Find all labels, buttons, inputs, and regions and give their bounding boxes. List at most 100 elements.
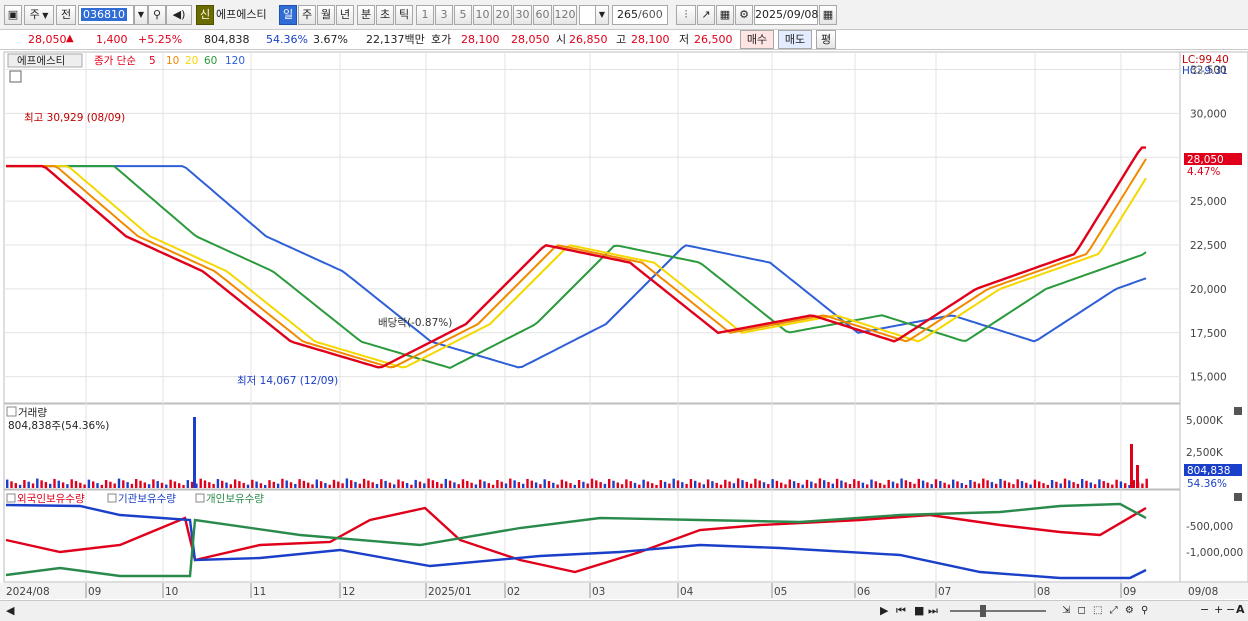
volume-bar <box>92 481 95 488</box>
volume-bar <box>436 482 439 488</box>
interval-3[interactable]: 3 <box>435 5 453 25</box>
volume-bar <box>1072 482 1075 488</box>
volume-bar <box>186 480 189 488</box>
window-menu-icon[interactable]: ▣ <box>4 5 22 25</box>
volume-bar <box>461 479 465 488</box>
individual-legend-icon <box>195 493 205 503</box>
volume-bar <box>225 482 228 488</box>
drawing-tools-icon[interactable]: ↗ <box>697 5 715 25</box>
volume-bar <box>1025 482 1028 488</box>
scroll-last-icon[interactable]: ⏭ <box>928 604 938 617</box>
buy-button[interactable]: 매수 <box>740 30 774 49</box>
period-tab-week[interactable]: 주 <box>298 5 316 25</box>
interval-20[interactable]: 20 <box>493 5 512 25</box>
price-change: 1,400 <box>96 33 128 46</box>
volume-panel-close-icon[interactable] <box>1234 407 1242 415</box>
volume-bar <box>719 484 723 488</box>
code-dropdown-button[interactable]: ▼ <box>134 5 148 25</box>
scroll-left-icon[interactable]: ◀ <box>6 604 15 617</box>
volume-bar <box>698 482 701 488</box>
volume-bar <box>264 485 267 488</box>
period-tab-day[interactable]: 일 <box>279 5 297 25</box>
price-lines <box>6 146 1147 369</box>
interval-120[interactable]: 120 <box>553 5 577 25</box>
chart-calc-icon[interactable] <box>9 70 22 83</box>
ma-legend-prefix: 종가 단순 <box>94 55 136 67</box>
volume-bar <box>1081 479 1084 488</box>
volume-panel-icon[interactable] <box>6 406 17 417</box>
holding-tick-500k: -500,000 <box>1186 521 1233 533</box>
zoom-reset-icon[interactable]: − <box>1226 603 1236 616</box>
volume-bar <box>780 482 783 488</box>
scroll-stop-icon[interactable]: ■ <box>914 604 925 617</box>
volume-bar <box>1038 481 1041 488</box>
volume-bar <box>1132 480 1135 488</box>
volume-bar <box>401 481 404 488</box>
volume-bar <box>289 482 293 488</box>
volume-bar <box>160 482 164 488</box>
volume-bar <box>741 480 744 488</box>
volume-bar <box>216 479 220 488</box>
volume-bar <box>788 479 791 488</box>
count-input[interactable]: 265/600 <box>612 5 668 25</box>
volume-bar <box>762 482 766 488</box>
hc-label: HC:-9.31 <box>1182 65 1228 77</box>
volume-bar <box>18 484 22 488</box>
volume-bar <box>999 478 1002 488</box>
settings-gear-icon[interactable]: ⚙ <box>735 5 753 25</box>
market-select[interactable]: 주 ▼ <box>24 5 54 25</box>
font-size-icon[interactable]: A <box>1236 603 1245 616</box>
volume-bar <box>156 481 159 488</box>
sell-button[interactable]: 매도 <box>778 30 812 49</box>
interval-60[interactable]: 60 <box>533 5 552 25</box>
scope-select[interactable]: 전 <box>56 5 76 25</box>
speaker-icon[interactable]: ◀) <box>166 5 192 25</box>
zoom-out-icon[interactable]: − <box>1200 603 1210 616</box>
zoom-slider[interactable] <box>950 610 1046 612</box>
calendar-icon[interactable]: ▦ <box>819 5 837 25</box>
volume-bar <box>1016 479 1019 488</box>
tools-icons[interactable]: ⇲ ◻ ⬚ ⤢ ⚙ ⚲ <box>1062 605 1151 616</box>
grid-icon[interactable]: ▦ <box>716 5 734 25</box>
holding-panel-close-icon[interactable] <box>1234 493 1242 501</box>
volume-bar <box>341 483 344 488</box>
zoom-slider-thumb[interactable] <box>980 605 986 617</box>
eval-button[interactable]: 평 <box>816 30 836 49</box>
volume-bar <box>853 479 856 488</box>
chart-scrollbar[interactable]: ◀ ▶ ⏮ ■ ⏭ ⇲ ◻ ⬚ ⤢ ⚙ ⚲ − + − A <box>0 600 1248 621</box>
search-icon[interactable]: ⚲ <box>148 5 166 25</box>
price-panel[interactable] <box>3 51 1181 404</box>
volume-bar <box>939 480 942 488</box>
period-tab-month[interactable]: 월 <box>317 5 335 25</box>
period-tab-year[interactable]: 년 <box>336 5 354 25</box>
zoom-in-icon[interactable]: + <box>1214 603 1224 616</box>
scroll-first-icon[interactable]: ⏮ <box>896 604 906 617</box>
volume-bar <box>539 484 542 488</box>
volume-panel[interactable] <box>3 403 1181 490</box>
open-price: 26,850 <box>569 33 608 46</box>
interval-5[interactable]: 5 <box>454 5 472 25</box>
candle-type-icon[interactable]: ⫶ <box>676 5 696 25</box>
volume-bar <box>504 483 508 488</box>
stock-code-input[interactable]: 036810 <box>78 5 134 25</box>
x-label: 08 <box>1037 586 1050 598</box>
interval-dropdown[interactable]: ▼ <box>595 5 609 25</box>
volume-bar <box>1115 479 1118 488</box>
scroll-right-icon[interactable]: ▶ <box>880 604 889 617</box>
legend-institution: 기관보유수량 <box>118 493 176 505</box>
volume-bar <box>238 481 241 488</box>
x-axis-labels: 2024/08 09 10 11 12 2025/01 02 03 04 05 06 07 08 09 09… <box>6 583 1218 598</box>
holding-panel[interactable] <box>3 489 1181 583</box>
period-tab-minute[interactable]: 분 <box>357 5 375 25</box>
new-badge[interactable]: 신 <box>196 5 214 25</box>
interval-1[interactable]: 1 <box>416 5 434 25</box>
volume-bar <box>891 481 895 488</box>
interval-30[interactable]: 30 <box>513 5 532 25</box>
period-tab-tick[interactable]: 틱 <box>395 5 413 25</box>
x-label: 09 <box>1123 586 1136 598</box>
period-tab-second[interactable]: 초 <box>376 5 394 25</box>
open-label: 시 <box>556 33 567 46</box>
stock-chart[interactable]: 에프에스티 종가 단순 5 10 20 60 120 최고 30,929 (08… <box>0 50 1248 621</box>
interval-10[interactable]: 10 <box>473 5 492 25</box>
date-input[interactable]: 2025/09/08 <box>754 5 818 25</box>
